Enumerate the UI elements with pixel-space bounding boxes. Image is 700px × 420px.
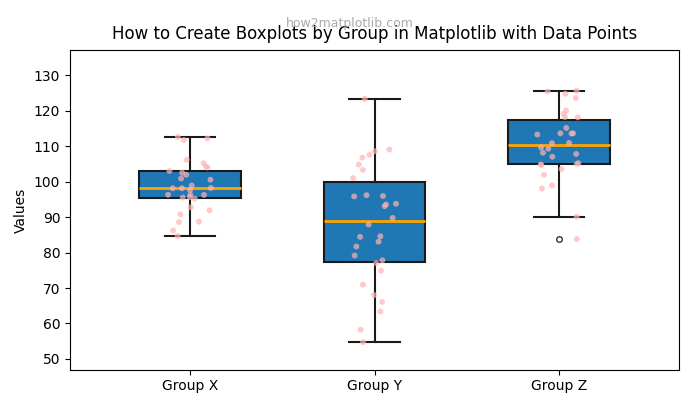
Point [185, 192, 196, 198]
Point [558, 110, 569, 117]
Point [377, 299, 388, 305]
Point [185, 186, 196, 193]
Point [571, 236, 582, 242]
Point [538, 171, 550, 178]
Point [358, 281, 369, 288]
Point [354, 161, 365, 168]
Point [349, 252, 360, 259]
Point [181, 171, 192, 178]
Point [536, 185, 547, 192]
Point [370, 260, 382, 266]
Point [357, 154, 368, 161]
Point [178, 136, 190, 143]
Point [570, 94, 582, 101]
Point [547, 153, 558, 160]
Point [556, 165, 567, 172]
Point [167, 185, 178, 192]
Point [364, 152, 375, 158]
Point [351, 243, 362, 250]
Point [347, 175, 358, 181]
Point [205, 185, 216, 192]
Point [368, 291, 379, 298]
Point [377, 257, 388, 264]
Point [559, 114, 570, 121]
Point [561, 107, 572, 114]
PathPatch shape [508, 120, 610, 164]
PathPatch shape [323, 182, 426, 262]
Point [176, 175, 187, 182]
Point [164, 168, 175, 174]
Point [566, 130, 577, 137]
Point [177, 194, 188, 201]
Point [571, 87, 582, 94]
Point [202, 164, 213, 171]
Point [532, 131, 543, 138]
Point [373, 238, 384, 245]
Point [186, 204, 197, 211]
Point [198, 160, 209, 167]
Point [374, 308, 386, 315]
Point [186, 182, 197, 189]
Point [175, 211, 186, 218]
Point [172, 134, 183, 140]
Point [547, 182, 558, 189]
Point [358, 339, 369, 346]
Point [172, 233, 183, 239]
Point [564, 139, 575, 146]
Point [391, 200, 402, 207]
Point [357, 167, 368, 173]
Point [535, 161, 546, 168]
Point [536, 144, 547, 151]
Point [384, 146, 395, 153]
Point [379, 203, 390, 210]
PathPatch shape [139, 171, 241, 198]
Point [205, 176, 216, 183]
Point [375, 267, 386, 274]
Point [560, 90, 571, 97]
Point [167, 227, 178, 234]
Point [202, 135, 213, 142]
Point [200, 163, 211, 170]
Point [561, 125, 572, 131]
Point [377, 193, 388, 199]
Point [542, 88, 553, 95]
Point [354, 234, 365, 240]
Point [174, 219, 185, 226]
Point [555, 130, 566, 136]
Point [546, 140, 557, 147]
Y-axis label: Values: Values [14, 187, 28, 233]
Title: How to Create Boxplots by Group in Matplotlib with Data Points: How to Create Boxplots by Group in Matpl… [112, 25, 637, 43]
Point [571, 160, 582, 167]
Point [162, 192, 174, 198]
Point [349, 193, 360, 200]
Point [387, 215, 398, 221]
Point [204, 207, 215, 214]
Point [536, 162, 547, 168]
Point [176, 185, 188, 192]
Point [542, 145, 554, 152]
Point [355, 326, 366, 333]
Point [359, 95, 370, 102]
Point [538, 150, 549, 156]
Point [374, 233, 386, 240]
Point [573, 160, 584, 166]
Point [198, 192, 209, 198]
Point [193, 218, 204, 225]
Point [176, 169, 188, 176]
Point [189, 195, 200, 202]
Point [361, 192, 372, 199]
Point [370, 148, 381, 155]
Text: how2matplotlib.com: how2matplotlib.com [286, 17, 414, 30]
Point [573, 114, 584, 121]
Point [570, 151, 582, 158]
Point [571, 213, 582, 220]
Point [184, 194, 195, 200]
Point [568, 130, 579, 136]
Point [363, 221, 374, 228]
Point [381, 201, 392, 208]
Point [181, 157, 193, 163]
